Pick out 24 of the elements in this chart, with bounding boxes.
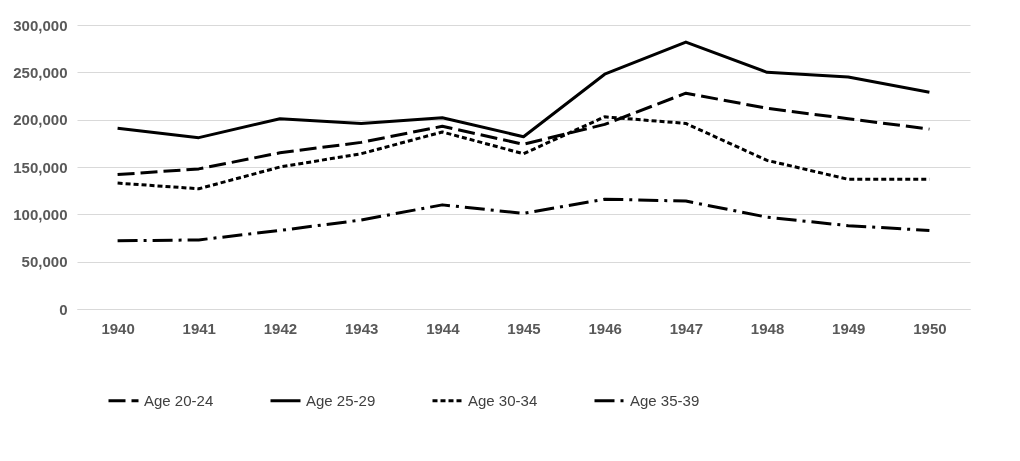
x-tick-label: 1945: [507, 319, 541, 337]
x-tick-label: 1950: [913, 319, 947, 337]
x-tick-label: 1941: [182, 319, 216, 337]
line-series: [116, 40, 931, 140]
y-tick-label: 0: [59, 300, 68, 318]
y-tick-label: 100,000: [13, 205, 68, 223]
legend-label: Age 25-29: [306, 391, 376, 409]
y-tick-label: 50,000: [21, 253, 68, 271]
x-tick-label: 1942: [263, 319, 298, 337]
line-series: [116, 197, 931, 243]
x-tick-label: 1947: [669, 319, 704, 337]
y-tick-label: 300,000: [13, 16, 68, 34]
y-tick-label: 250,000: [13, 63, 68, 81]
x-tick-label: 1948: [750, 319, 785, 337]
legend-label: Age 20-24: [144, 391, 214, 409]
legend-label: Age 30-34: [468, 391, 538, 409]
x-tick-label: 1940: [101, 319, 135, 337]
x-tick-label: 1944: [426, 319, 461, 337]
y-tick-label: 200,000: [13, 111, 68, 129]
y-tick-label: 150,000: [13, 158, 68, 176]
x-tick-label: 1949: [832, 319, 866, 337]
x-tick-label: 1946: [588, 319, 622, 337]
legend-label: Age 35-39: [630, 391, 700, 409]
x-tick-label: 1943: [344, 319, 379, 337]
